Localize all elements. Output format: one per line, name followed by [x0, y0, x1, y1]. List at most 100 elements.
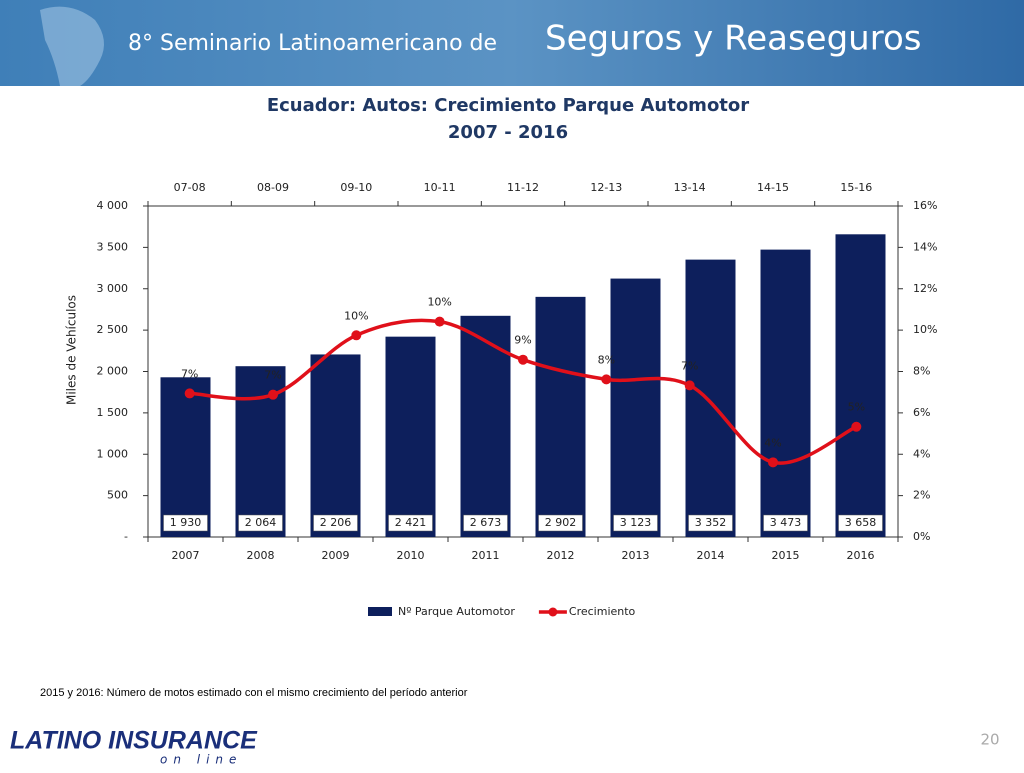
y2-tick-label: 14% [913, 240, 937, 253]
y2-tick-label: 6% [913, 406, 930, 419]
bar [610, 278, 661, 537]
y-tick-label: 1 000 [97, 447, 129, 460]
bar [460, 315, 511, 537]
line-value-label: 7% [681, 359, 698, 372]
line-marker [351, 330, 362, 341]
bar [835, 234, 886, 537]
line-marker [684, 380, 695, 391]
y-tick-label: 3 000 [97, 282, 129, 295]
x2-tick-label: 12-13 [590, 181, 622, 194]
line-marker [601, 374, 612, 385]
value-label: 3 658 [845, 516, 877, 529]
y-axis-label: Miles de Vehículos [65, 295, 79, 405]
x-tick-label: 2009 [322, 549, 350, 562]
value-label: 2 206 [320, 516, 352, 529]
y2-tick-label: 12% [913, 282, 937, 295]
map-shape [40, 6, 104, 87]
value-label: 2 421 [395, 516, 427, 529]
y2-tick-label: 4% [913, 447, 930, 460]
line-value-label: 9% [514, 334, 531, 347]
chart-subtitle: 2007 - 2016 [448, 122, 568, 143]
y-tick-label: 500 [107, 489, 128, 502]
value-label-box [163, 514, 208, 532]
x-tick-label: 2012 [547, 549, 575, 562]
logo-tagline: on line [160, 753, 242, 767]
x2-tick-label: 13-14 [674, 181, 706, 194]
x-tick-label: 2014 [697, 549, 725, 562]
y-tick-label: 1 500 [97, 406, 129, 419]
x2-tick-label: 09-10 [340, 181, 372, 194]
value-label: 3 352 [695, 516, 727, 529]
page-number: 20 [980, 731, 999, 749]
y-tick-label: - [124, 530, 128, 543]
line-value-label: 5% [848, 401, 865, 414]
value-label-box [388, 514, 433, 532]
value-label: 2 902 [545, 516, 577, 529]
value-label-box [463, 514, 508, 532]
value-label: 2 673 [470, 516, 502, 529]
x-tick-label: 2013 [622, 549, 650, 562]
bar [760, 249, 811, 537]
x-tick-label: 2011 [472, 549, 500, 562]
line-value-label: 10% [344, 309, 368, 322]
line-value-label: 8% [598, 353, 615, 366]
legend-label: Nº Parque Automotor [398, 605, 515, 618]
x-tick-label: 2010 [397, 549, 425, 562]
value-label-box [238, 514, 283, 532]
x-tick-label: 2007 [172, 549, 200, 562]
bar [685, 259, 736, 537]
legend-swatch [368, 607, 392, 616]
x2-tick-label: 14-15 [757, 181, 789, 194]
line-marker [434, 316, 445, 327]
y-tick-label: 4 000 [97, 199, 129, 212]
x-tick-label: 2016 [847, 549, 875, 562]
footnote: 2015 y 2016: Número de motos estimado co… [40, 687, 468, 699]
line-marker [768, 457, 778, 468]
line-marker [268, 389, 278, 400]
bar [310, 354, 361, 537]
y2-tick-label: 0% [913, 530, 930, 543]
line-marker [184, 388, 195, 399]
x2-tick-label: 08-09 [257, 181, 289, 194]
value-label-box [313, 514, 358, 532]
value-label-box [688, 514, 733, 532]
value-label: 2 064 [245, 516, 277, 529]
chart-title: Ecuador: Autos: Crecimiento Parque Autom… [267, 95, 749, 116]
x2-tick-label: 15-16 [840, 181, 872, 194]
y2-tick-label: 8% [913, 365, 930, 378]
y-tick-label: 2 000 [97, 365, 129, 378]
legend-label: Crecimiento [569, 605, 636, 618]
line-value-label: 10% [427, 296, 451, 309]
line-value-label: 7% [181, 367, 198, 380]
line-value-label: 7% [264, 369, 281, 382]
line-marker [518, 354, 528, 365]
x2-tick-label: 11-12 [507, 181, 539, 194]
value-label: 3 123 [620, 516, 652, 529]
value-label-box [763, 514, 808, 532]
bar [385, 336, 436, 537]
y2-tick-label: 10% [913, 323, 937, 336]
line-marker [851, 421, 862, 432]
header-banner [0, 0, 1024, 86]
y-tick-label: 3 500 [97, 240, 129, 253]
legend-swatch-dot [548, 607, 558, 617]
line-value-label: 4% [764, 436, 781, 449]
x2-tick-label: 07-08 [174, 181, 206, 194]
value-label-box [613, 514, 658, 532]
bar [535, 296, 586, 537]
header-line2: Seguros y Reaseguros [545, 19, 921, 59]
x-tick-label: 2015 [772, 549, 800, 562]
y-tick-label: 2 500 [97, 323, 129, 336]
logo: LATINO INSURANCE [10, 727, 258, 755]
value-label: 1 930 [170, 516, 202, 529]
x2-tick-label: 10-11 [424, 181, 456, 194]
header-line1: 8° Seminario Latinoamericano de [128, 31, 497, 56]
value-label-box [538, 514, 583, 532]
x-tick-label: 2008 [247, 549, 275, 562]
value-label: 3 473 [770, 516, 802, 529]
value-label-box [838, 514, 883, 532]
y2-tick-label: 16% [913, 199, 937, 212]
bar [160, 377, 211, 537]
